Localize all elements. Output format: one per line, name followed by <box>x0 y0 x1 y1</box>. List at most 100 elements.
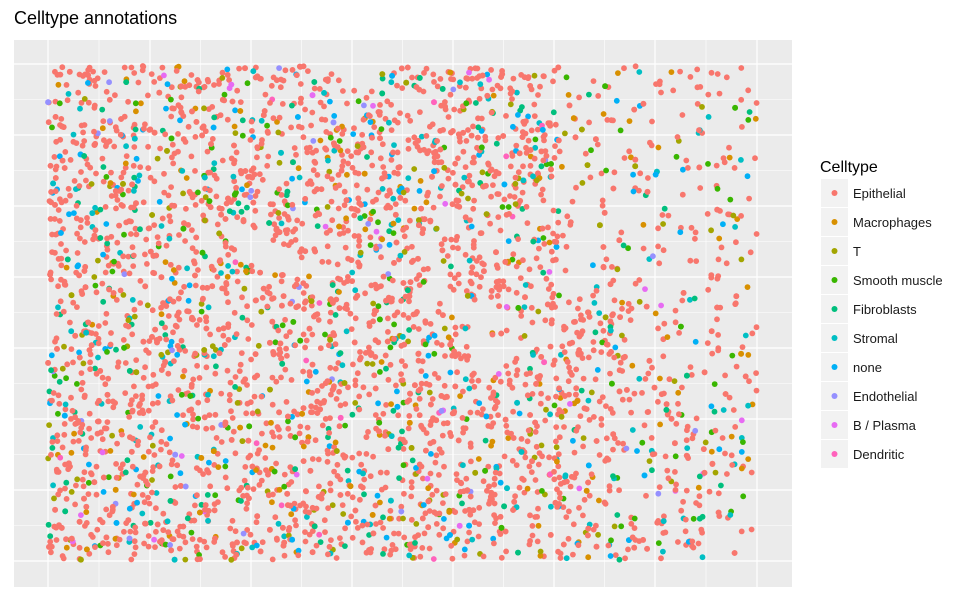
data-point <box>709 70 715 76</box>
data-point <box>164 148 170 154</box>
data-point <box>539 149 545 155</box>
data-point <box>116 223 122 229</box>
data-point <box>280 525 286 531</box>
data-point <box>411 324 417 330</box>
data-point <box>342 305 348 311</box>
data-point <box>150 424 156 430</box>
data-point <box>364 154 370 160</box>
data-point <box>526 138 532 144</box>
data-point <box>674 154 680 160</box>
data-point <box>551 469 557 475</box>
data-point <box>592 300 598 306</box>
data-point <box>244 506 250 512</box>
data-point <box>468 410 474 416</box>
data-point <box>97 368 103 374</box>
data-point <box>608 281 614 287</box>
data-point <box>334 555 340 561</box>
data-point <box>709 449 715 455</box>
data-point <box>342 543 348 549</box>
data-point <box>618 230 624 236</box>
data-point <box>361 491 367 497</box>
data-point <box>276 210 282 216</box>
data-point <box>350 494 356 500</box>
data-point <box>222 554 228 560</box>
data-point <box>345 148 351 154</box>
data-point <box>535 92 541 98</box>
data-point <box>303 504 309 510</box>
data-point <box>356 243 362 249</box>
data-point <box>530 173 536 179</box>
data-point <box>56 207 62 213</box>
data-point <box>131 70 137 76</box>
data-point <box>152 544 158 550</box>
data-point <box>714 163 720 169</box>
data-point <box>198 455 204 461</box>
data-point <box>491 93 497 99</box>
data-point <box>481 268 487 274</box>
data-point <box>733 239 739 245</box>
data-point <box>69 292 75 298</box>
data-point <box>700 514 706 520</box>
data-point <box>206 460 212 466</box>
data-point <box>105 419 111 425</box>
data-point <box>317 300 323 306</box>
legend-title: Celltype <box>820 159 878 176</box>
data-point <box>223 240 229 246</box>
data-point <box>238 362 244 368</box>
data-point <box>407 118 413 124</box>
data-point <box>85 162 91 168</box>
data-point <box>408 279 414 285</box>
data-point <box>431 205 437 211</box>
data-point <box>56 82 62 88</box>
data-point <box>63 248 69 254</box>
data-point <box>715 332 721 338</box>
data-point <box>57 488 63 494</box>
data-point <box>522 294 528 300</box>
data-point <box>502 182 508 188</box>
data-point <box>578 332 584 338</box>
data-point <box>222 342 228 348</box>
data-point <box>513 175 519 181</box>
data-point <box>573 385 579 391</box>
data-point <box>522 455 528 461</box>
data-point <box>234 150 240 156</box>
data-point <box>316 211 322 217</box>
data-point <box>553 239 559 245</box>
data-point <box>182 422 188 428</box>
data-point <box>470 206 476 212</box>
data-point <box>103 204 109 210</box>
data-point <box>543 407 549 413</box>
data-point <box>582 405 588 411</box>
data-point <box>405 65 411 71</box>
data-point <box>352 287 358 293</box>
data-point <box>632 516 638 522</box>
data-point <box>70 360 76 366</box>
data-point <box>525 220 531 226</box>
data-point <box>106 263 112 269</box>
data-point <box>159 311 165 317</box>
data-point <box>380 411 386 417</box>
data-point <box>449 315 455 321</box>
data-point <box>326 259 332 265</box>
data-point <box>559 164 565 170</box>
data-point <box>342 401 348 407</box>
data-point <box>459 501 465 507</box>
data-point <box>680 499 686 505</box>
data-point <box>595 532 601 538</box>
data-point <box>209 264 215 270</box>
data-point <box>614 98 620 104</box>
data-point <box>398 298 404 304</box>
data-point <box>175 131 181 137</box>
data-point <box>302 107 308 113</box>
data-point <box>292 226 298 232</box>
data-point <box>376 190 382 196</box>
data-point <box>243 168 249 174</box>
data-point <box>366 345 372 351</box>
data-point <box>468 459 474 465</box>
data-point <box>603 501 609 507</box>
data-point <box>516 169 522 175</box>
data-point <box>53 114 59 120</box>
data-point <box>578 413 584 419</box>
data-point <box>285 227 291 233</box>
data-point <box>399 358 405 364</box>
